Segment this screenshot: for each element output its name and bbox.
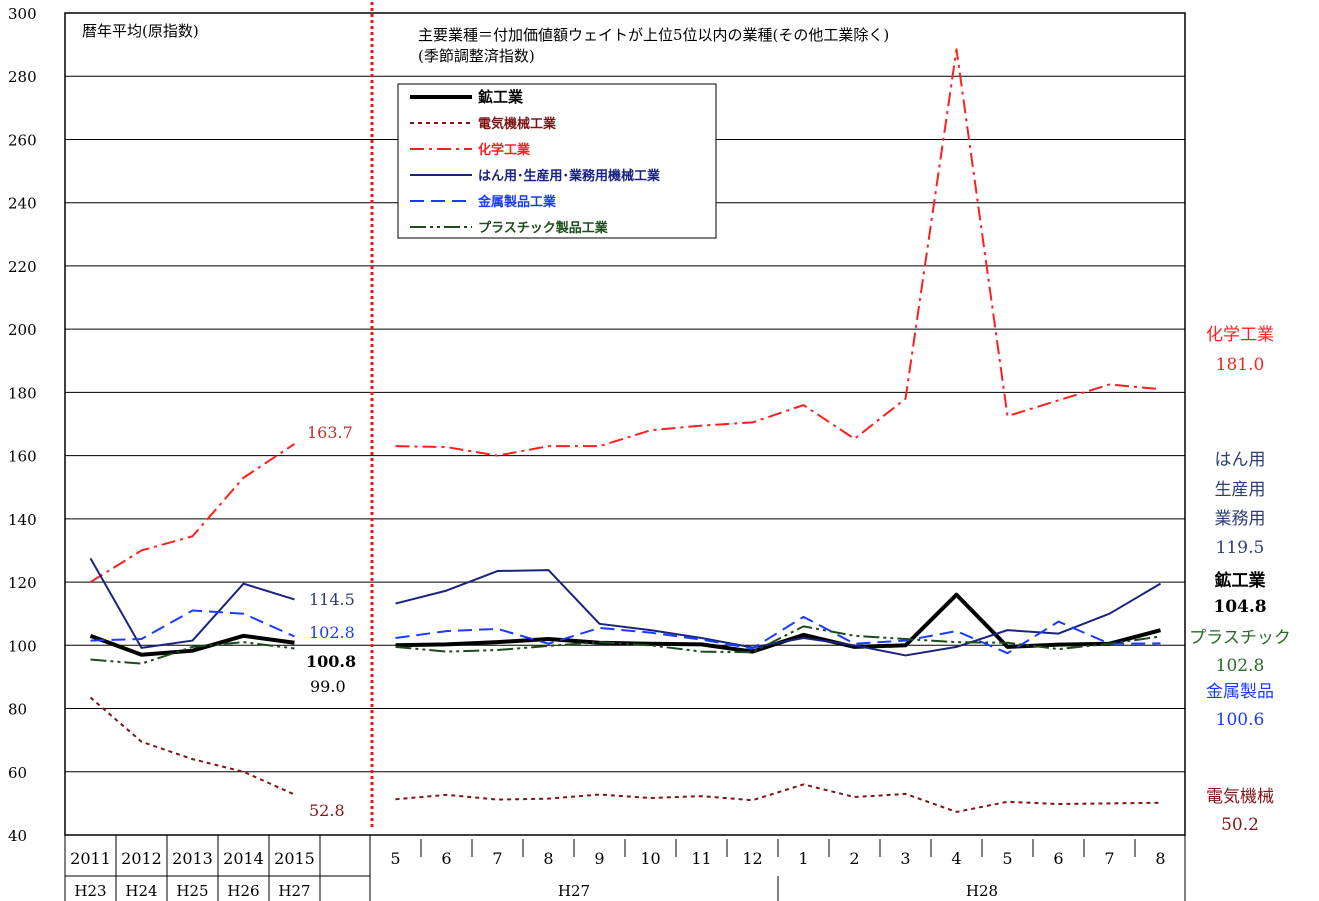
x-tick-label: 2 [849, 849, 859, 868]
right-label: プラスチック [1189, 628, 1291, 648]
y-tick-label: 180 [8, 384, 37, 402]
y-tick-label: 220 [8, 258, 37, 276]
right-label: 100.6 [1216, 710, 1265, 730]
series-line-annual [90, 641, 295, 665]
series-line-annual [89, 557, 295, 649]
x-tick-label: 7 [1104, 849, 1114, 868]
right-label: 金属製品 [1206, 682, 1274, 702]
series-line-monthly [395, 569, 1162, 657]
legend-entry: はん用･生産用･業務用機械工業 [478, 168, 661, 184]
right-label: 104.8 [1213, 597, 1266, 617]
monthly-note-sub: (季節調整済指数) [418, 47, 535, 65]
annual-end-label: 163.7 [307, 423, 353, 442]
era-label: H27 [278, 882, 310, 900]
series-line-annual [89, 696, 295, 796]
y-tick-label: 260 [8, 131, 37, 149]
series-line-monthly [395, 615, 1161, 655]
y-tick-label: 140 [8, 511, 37, 529]
right-label: 鉱工業 [1215, 570, 1266, 591]
y-tick-label: 300 [8, 5, 37, 23]
x-tick-label: 3 [900, 849, 910, 868]
right-label: 181.0 [1216, 355, 1265, 375]
series-line-annual [90, 609, 295, 642]
right-label: 電気機械 [1206, 787, 1274, 807]
x-tick-label: 9 [594, 849, 604, 868]
x-tick-label: 2013 [172, 849, 213, 868]
annual-end-label: 100.8 [306, 652, 356, 671]
y-tick-label: 60 [8, 764, 27, 782]
legend-entry: 金属製品工業 [477, 194, 557, 210]
x-tick-label: 6 [441, 849, 451, 868]
x-tick-label: 5 [1002, 849, 1012, 868]
era-label: H24 [125, 882, 157, 900]
right-label: 50.2 [1221, 815, 1259, 835]
era-label: H26 [227, 882, 259, 900]
x-tick-label: 5 [390, 849, 400, 868]
x-tick-label: 8 [543, 849, 553, 868]
right-label: 化学工業 [1206, 325, 1274, 345]
annual-note: 暦年平均(原指数) [82, 22, 199, 40]
plot-frame [64, 12, 1186, 836]
right-label: 102.8 [1216, 656, 1265, 676]
y-tick-label: 200 [8, 321, 37, 339]
series-line-monthly [395, 783, 1161, 813]
legend-entry: プラスチック製品工業 [478, 220, 609, 236]
x-tick-label: 6 [1053, 849, 1063, 868]
era-label: H23 [74, 882, 106, 900]
y-tick-label: 160 [8, 448, 37, 466]
right-label: はん用 [1215, 450, 1266, 470]
era-label: H25 [176, 882, 208, 900]
x-tick-label: 2014 [223, 849, 264, 868]
legend-entry: 電気機械工業 [478, 116, 557, 132]
x-tick-label: 12 [742, 849, 762, 868]
x-tick-label: 11 [691, 849, 711, 868]
series-line-monthly [395, 48, 1161, 457]
x-tick-label: 10 [640, 849, 660, 868]
era-label: H27 [558, 882, 590, 900]
right-label: 119.5 [1216, 538, 1265, 558]
annual-end-label: 114.5 [309, 590, 355, 609]
y-tick-label: 100 [8, 637, 37, 655]
legend-entry: 化学工業 [478, 142, 531, 158]
right-label: 業務用 [1215, 509, 1266, 529]
x-tick-label: 2011 [70, 849, 111, 868]
series-line-monthly [395, 625, 1161, 654]
x-tick-label: 2012 [121, 849, 162, 868]
y-tick-label: 280 [8, 68, 37, 86]
y-tick-label: 240 [8, 195, 37, 213]
annual-end-label: 52.8 [309, 801, 345, 820]
era-label: H28 [966, 882, 998, 900]
monthly-note: 主要業種＝付加価値額ウェイトが上位5位以内の業種(その他工業除く) [418, 26, 889, 44]
x-tick-label: 2015 [274, 849, 315, 868]
x-tick-label: 7 [492, 849, 502, 868]
y-tick-label: 40 [8, 827, 27, 845]
right-label: 生産用 [1215, 480, 1266, 500]
annual-end-label: 102.8 [309, 623, 355, 642]
x-tick-label: 8 [1155, 849, 1165, 868]
y-tick-label: 80 [8, 701, 27, 719]
x-tick-label: 1 [798, 849, 808, 868]
series-line-annual [89, 633, 295, 657]
legend-entry: 鉱工業 [478, 88, 524, 106]
series-line-annual [89, 443, 296, 583]
y-tick-label: 120 [8, 574, 37, 592]
annual-end-label: 99.0 [310, 677, 346, 696]
legend [397, 83, 717, 239]
x-tick-label: 4 [951, 849, 961, 868]
